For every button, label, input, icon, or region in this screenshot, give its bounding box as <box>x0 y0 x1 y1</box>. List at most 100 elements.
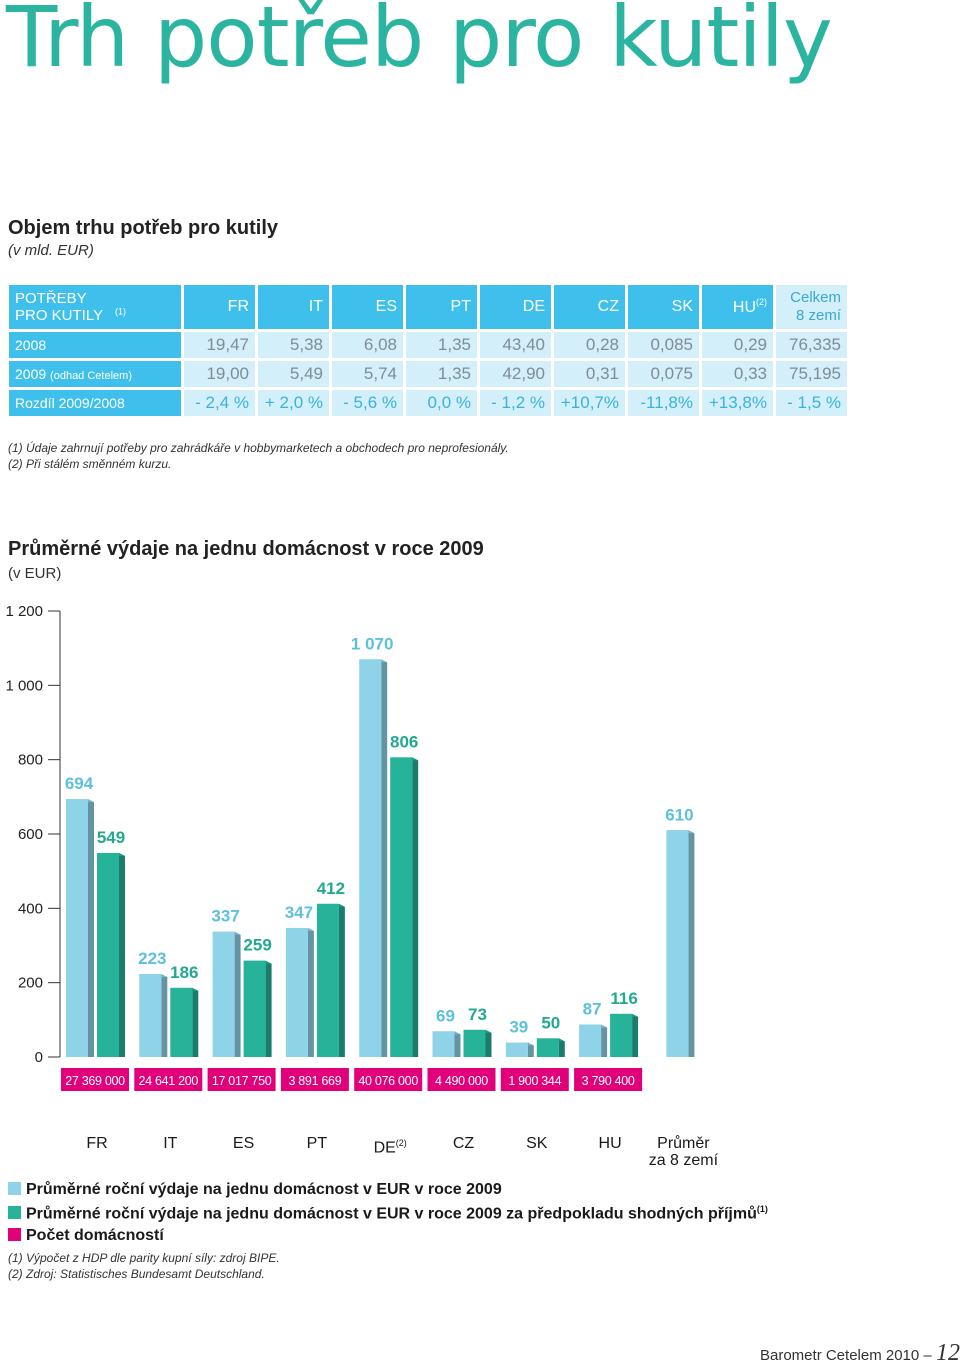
header-note: (2) <box>756 297 767 308</box>
household-box <box>280 1068 349 1091</box>
bar-side <box>307 928 314 1057</box>
x-tick-label: CZ <box>428 1135 500 1152</box>
legend-item: Průměrné roční výdaje na jednu domácnost… <box>8 1181 502 1199</box>
x-tick-note: (2) <box>395 1138 407 1148</box>
header-text: Celkem 8 zemí <box>790 289 841 324</box>
header-cell: HU(2) <box>702 285 773 329</box>
household-box <box>574 1068 643 1091</box>
chart-svg: 0 200 400 600 800 1 000 1 200 694 549 27 369 000 2… <box>5 603 695 1091</box>
y-tick-label: 400 <box>18 900 43 917</box>
bar <box>285 928 308 1057</box>
table-cell: 0,0 % <box>406 390 477 416</box>
value-label: 694 <box>65 774 94 793</box>
legend-text: Průměrné roční výdaje na jednu domácnost… <box>26 1205 757 1223</box>
header-cell: POTŘEBY PRO KUTILY (1) <box>9 285 181 329</box>
row-label-text: 2008 <box>15 337 47 353</box>
bar <box>390 757 413 1057</box>
x-tick-label: SK <box>501 1135 573 1152</box>
chart-subtitle: (v EUR) <box>8 565 62 582</box>
bar <box>139 974 162 1057</box>
bar-side <box>527 1042 534 1057</box>
y-tick-label: 800 <box>18 752 43 769</box>
household-label: 3 891 669 <box>288 1074 341 1088</box>
household-label: 27 369 000 <box>65 1074 125 1088</box>
table-cell: 0,33 <box>702 361 773 387</box>
bar <box>610 1013 633 1057</box>
value-label: 610 <box>665 805 693 824</box>
household-box <box>500 1068 569 1091</box>
value-label: 412 <box>317 879 345 898</box>
table-cell: -11,8% <box>628 390 699 416</box>
x-tick-label: DE(2) <box>354 1135 426 1156</box>
table-cell: +13,8% <box>702 390 773 416</box>
household-label: 4 490 000 <box>435 1074 488 1088</box>
bar <box>505 1042 528 1057</box>
bar <box>97 852 119 1057</box>
table-cell: 19,47 <box>184 332 255 358</box>
bar <box>666 830 689 1057</box>
header-text: DE <box>522 298 545 315</box>
household-label: 24 641 200 <box>139 1074 199 1088</box>
bar <box>316 903 339 1057</box>
section-subtitle: (v mld. EUR) <box>8 242 94 259</box>
value-label: 87 <box>583 1000 602 1019</box>
value-label: 806 <box>390 732 418 751</box>
bar-side <box>119 852 125 1057</box>
household-box <box>354 1068 423 1091</box>
x-tick-text: SK <box>526 1135 548 1152</box>
household-box <box>134 1068 203 1091</box>
legend-text: Počet domácností <box>26 1227 164 1244</box>
table-cell: 75,195 <box>776 361 847 387</box>
header-note: (1) <box>115 306 126 317</box>
x-tick-label: Průměr za 8 zemí <box>647 1135 719 1169</box>
y-tick-label: 600 <box>18 826 43 843</box>
value-label: 69 <box>436 1006 455 1025</box>
header-row: POTŘEBY PRO KUTILY (1) FR IT ES PT DE CZ SK HU(2)… <box>9 285 847 329</box>
value-label: 39 <box>509 1018 528 1037</box>
bar-side <box>338 903 345 1057</box>
table-cell: 76,335 <box>776 332 847 358</box>
footnote: (1) Údaje zahrnují potřeby pro zahrádkář… <box>8 441 509 455</box>
table-cell: +10,7% <box>554 390 625 416</box>
footer-text: Barometr Cetelem 2010 – <box>760 1347 932 1364</box>
value-label: 116 <box>610 989 637 1008</box>
footer: Barometr Cetelem 2010 – 12 <box>760 1340 960 1367</box>
chart: 0 200 400 600 800 1 000 1 200 694 549 27 369 000 2… <box>0 590 760 1180</box>
household-box <box>427 1068 496 1091</box>
y-tick-label: 1 000 <box>5 677 43 694</box>
header-cell: FR <box>184 285 255 329</box>
table-cell: - 2,4 % <box>184 390 255 416</box>
row-label: 2009 (odhad Cetelem) <box>9 361 181 387</box>
table-cell: - 1,2 % <box>480 390 551 416</box>
bar-side <box>688 830 695 1057</box>
x-tick-label: ES <box>208 1135 280 1152</box>
bar-side <box>485 1029 492 1057</box>
table-cell: - 1,5 % <box>776 390 847 416</box>
value-label: 50 <box>541 1013 560 1032</box>
bar <box>463 1029 486 1057</box>
x-tick-text: CZ <box>452 1135 475 1152</box>
table-row: 2009 (odhad Cetelem) 19,00 5,49 5,74 1,35 42,… <box>9 361 847 387</box>
x-tick-text: HU <box>598 1135 622 1152</box>
legend-item: Průměrné roční výdaje na jednu domácnost… <box>8 1204 768 1223</box>
header-cell: Celkem 8 zemí <box>776 285 847 329</box>
header-text: PT <box>450 298 471 315</box>
value-label: 347 <box>285 903 313 922</box>
x-tick-label: PT <box>281 1135 353 1152</box>
x-tick-text: IT <box>163 1135 178 1152</box>
table-cell: 19,00 <box>184 361 255 387</box>
bar-side <box>192 987 199 1057</box>
row-label-note: (odhad Cetelem) <box>50 370 132 382</box>
bar-side <box>161 974 168 1057</box>
y-tick-label: 1 200 <box>5 603 43 620</box>
x-tick-text: PT <box>306 1135 328 1152</box>
table-cell: 0,085 <box>628 332 699 358</box>
page-title: Trh potřeb pro kutily <box>6 0 833 86</box>
bar <box>432 1031 455 1057</box>
y-tick-label: 200 <box>18 975 43 992</box>
table-cell: 5,74 <box>332 361 403 387</box>
header-cell: CZ <box>554 285 625 329</box>
value-label: 337 <box>211 907 239 926</box>
bar-side <box>601 1024 608 1057</box>
value-label: 223 <box>138 949 166 968</box>
